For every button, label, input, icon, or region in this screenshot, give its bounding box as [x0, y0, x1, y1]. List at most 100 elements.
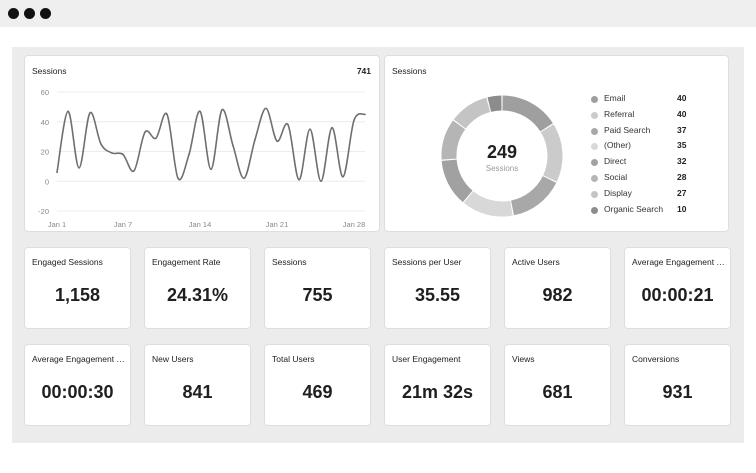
legend-item: Referral 40 [591, 109, 711, 125]
legend-label: Paid Search [604, 124, 651, 135]
donut-center-value: 249 [486, 142, 518, 162]
metric-label: Engagement Rate [152, 257, 221, 267]
legend-item: Social 28 [591, 172, 711, 188]
sessions-data-point [210, 168, 212, 171]
sessions-data-point [320, 180, 322, 183]
metric-label: User Engagement [392, 354, 461, 364]
metric-card-user-engagement: User Engagement 21m 32s [384, 344, 491, 426]
sessions-data-point [265, 107, 267, 110]
y-tick-label: 40 [41, 118, 49, 127]
metric-card-conversions: Conversions 931 [624, 344, 731, 426]
sessions-donut-card: Sessions 249 Sessions Email 40 Referral 40 P… [384, 55, 729, 232]
sessions-data-point [188, 153, 190, 156]
legend-swatch [591, 111, 598, 119]
metric-label: Average Engagement Ti... [32, 354, 127, 364]
sessions-data-point [309, 128, 311, 130]
y-tick-label: 60 [41, 88, 49, 97]
metric-card-views: Views 681 [504, 344, 611, 426]
sessions-donut-title: Sessions [392, 66, 427, 76]
donut-slice [502, 95, 553, 132]
sessions-data-point [331, 126, 333, 129]
metric-label: New Users [152, 354, 194, 364]
legend-label: Email [604, 93, 626, 103]
sessions-data-point [122, 153, 124, 156]
maximize-window-button[interactable] [40, 8, 51, 19]
donut-slice [441, 120, 466, 160]
metric-label: Average Engagement Ti... [632, 257, 727, 267]
window-titlebar [0, 0, 756, 27]
sessions-data-point [232, 144, 234, 147]
donut-slice [441, 159, 473, 203]
metric-card-avg-engagement-time: Average Engagement Ti... 00:00:21 [624, 247, 731, 329]
x-tick-label: Jan 7 [114, 220, 132, 229]
donut-slice [487, 95, 502, 112]
legend-value: 27 [677, 187, 687, 198]
y-tick-label: 0 [45, 177, 49, 186]
donut-legend: Email 40 Referral 40 Paid Search 37 (Other) 35 D… [591, 93, 711, 219]
metric-value: 24.31% [166, 285, 229, 305]
metric-value: 1,158 [54, 285, 101, 305]
legend-label: Direct [604, 156, 627, 167]
minimize-window-button[interactable] [24, 8, 35, 19]
metric-value: 21m 32s [401, 382, 474, 402]
legend-item: Direct 32 [591, 156, 711, 172]
sessions-data-point [144, 131, 146, 133]
sessions-data-point [111, 152, 113, 154]
metric-value: 469 [302, 382, 333, 402]
legend-label: Referral [604, 108, 635, 119]
y-tick-label: -20 [38, 207, 49, 216]
sessions-data-point [133, 170, 135, 172]
y-tick-label: 20 [41, 148, 49, 157]
sessions-data-point [56, 171, 58, 174]
sessions-line-title: Sessions [32, 66, 67, 76]
sessions-data-point [100, 143, 102, 145]
legend-swatch [591, 96, 598, 103]
donut-center: 249 Sessions [452, 142, 552, 173]
x-tick-label: Jan 21 [266, 220, 289, 229]
legend-value: 40 [677, 93, 687, 103]
legend-swatch [591, 206, 598, 214]
legend-swatch [591, 159, 598, 167]
legend-value: 28 [677, 171, 687, 182]
sessions-data-point [67, 110, 69, 113]
legend-label: Display [604, 187, 632, 198]
donut-center-label: Sessions [485, 164, 519, 173]
legend-item: Organic Search 10 [591, 204, 711, 220]
sessions-series-line [56, 107, 366, 183]
x-tick-label: Jan 14 [189, 220, 212, 229]
metric-card-active-users: Active Users 982 [504, 247, 611, 329]
dashboard-canvas: Sessions 741 60 40 20 0 -20 Jan 1 Jan 7 Jan 14 J… [12, 47, 744, 443]
metric-value: 755 [302, 285, 333, 305]
donut-slice [453, 97, 491, 129]
metric-label: Views [512, 354, 535, 364]
legend-value: 37 [677, 124, 687, 135]
metric-label: Engaged Sessions [32, 257, 103, 267]
legend-value: 32 [677, 156, 687, 167]
sessions-donut-chart [441, 95, 563, 217]
legend-item: (Other) 35 [591, 140, 711, 156]
close-window-button[interactable] [8, 8, 19, 19]
sessions-line-total: 741 [356, 66, 371, 76]
sessions-line-card: Sessions 741 60 40 20 0 -20 Jan 1 Jan 7 Jan 14 J… [24, 55, 380, 232]
metric-label: Conversions [632, 354, 680, 364]
metric-value: 681 [542, 382, 573, 402]
legend-swatch [591, 127, 598, 135]
metric-value: 982 [542, 285, 573, 305]
sessions-data-point [199, 110, 201, 113]
donut-slice [510, 175, 557, 216]
sessions-data-point [89, 112, 91, 114]
donut-slice [463, 191, 513, 217]
legend-value: 10 [677, 203, 687, 214]
sessions-data-point [177, 177, 179, 180]
metric-value: 841 [182, 382, 213, 402]
metric-card-engagement-rate: Engagement Rate 24.31% [144, 247, 251, 329]
sessions-data-point [287, 123, 289, 126]
legend-label: Organic Search [604, 203, 664, 214]
legend-label: Social [604, 171, 628, 182]
metric-label: Active Users [512, 257, 560, 267]
legend-item: Display 27 [591, 188, 711, 204]
metric-card-new-users: New Users 841 [144, 344, 251, 426]
sessions-data-point [364, 113, 366, 116]
metric-label: Sessions per User [392, 257, 462, 267]
metric-card-engaged-sessions: Engaged Sessions 1,158 [24, 247, 131, 329]
